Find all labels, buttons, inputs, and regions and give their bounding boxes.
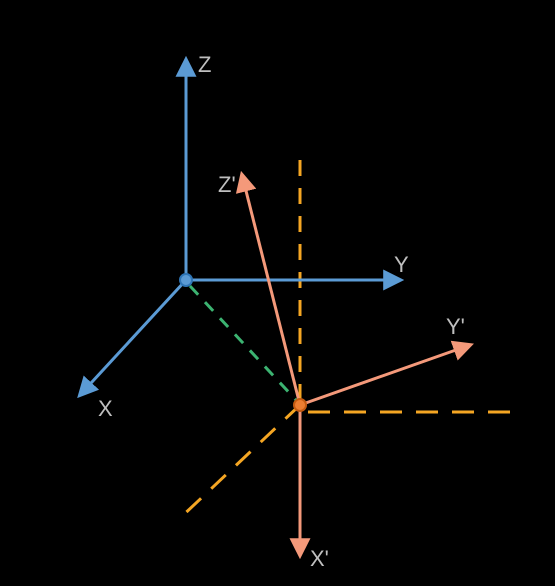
axis-y-prime xyxy=(300,345,470,405)
label-y: Y xyxy=(394,252,409,277)
axis-x xyxy=(80,280,186,395)
origin-connector xyxy=(190,286,296,400)
label-x-prime: X' xyxy=(310,546,329,571)
label-z-prime: Z' xyxy=(218,172,236,197)
origin-1 xyxy=(180,274,192,286)
dashed-diagonal xyxy=(178,405,300,520)
origin-2 xyxy=(294,399,306,411)
label-z: Z xyxy=(198,52,211,77)
label-y-prime: Y' xyxy=(446,314,465,339)
coordinate-frames-diagram: Z Y X Z' Y' X' xyxy=(0,0,555,586)
axis-z-prime xyxy=(242,175,300,405)
label-x: X xyxy=(98,396,113,421)
